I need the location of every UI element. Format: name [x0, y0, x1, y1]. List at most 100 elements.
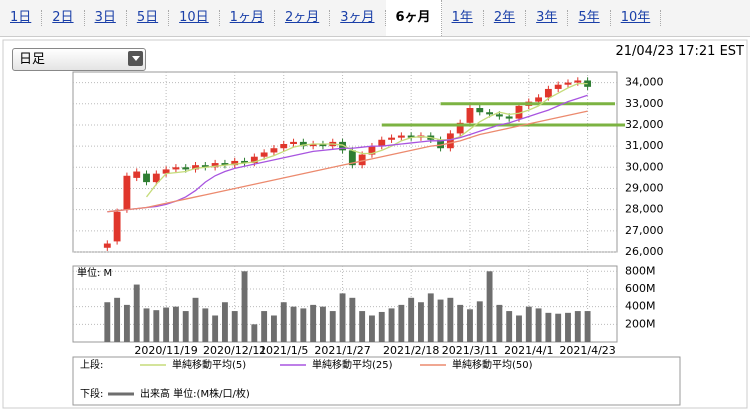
- panel-frame: [2, 39, 748, 409]
- y-tick-label: 26,000: [625, 245, 664, 258]
- candle-body: [397, 135, 405, 138]
- candle-body: [152, 173, 160, 183]
- volume-bar: [221, 302, 228, 342]
- candle-body: [535, 97, 543, 102]
- legend-label: 単純移動平均(5): [172, 358, 246, 371]
- candle-body: [456, 122, 464, 134]
- candle-body: [103, 243, 111, 248]
- period-tab[interactable]: 10日: [169, 10, 220, 26]
- period-tab[interactable]: 1日: [0, 10, 43, 26]
- volume-bar: [231, 311, 238, 342]
- dropdown-button[interactable]: [128, 51, 143, 66]
- candle-body: [260, 152, 268, 157]
- period-tab[interactable]: 5年: [568, 10, 611, 26]
- candle-body: [211, 163, 219, 168]
- volume-bar: [153, 310, 160, 342]
- y-tick-label: 200M: [625, 317, 656, 330]
- candle-body: [466, 108, 474, 123]
- candle-body: [574, 80, 582, 83]
- period-tab[interactable]: 2年: [484, 10, 527, 26]
- period-tab[interactable]: 3日: [85, 10, 127, 26]
- volume-bar: [329, 311, 336, 342]
- candle-body: [123, 175, 131, 210]
- candle-body: [172, 167, 180, 170]
- legend-label: 単純移動平均(50): [452, 358, 533, 371]
- volume-bar: [565, 312, 571, 342]
- period-tab[interactable]: 1年: [442, 10, 484, 26]
- y-tick-label: 28,000: [625, 203, 664, 216]
- candle-body: [143, 173, 150, 183]
- volume-bar: [202, 308, 209, 342]
- period-tab[interactable]: 3年: [526, 10, 569, 26]
- volume-bar: [172, 306, 179, 342]
- volume-bar: [467, 309, 473, 342]
- ma-line: [107, 110, 588, 213]
- candle-body: [133, 171, 141, 178]
- unit-label: 単位: M: [77, 266, 112, 279]
- candle-body: [241, 160, 248, 164]
- y-tick-label: 29,000: [625, 181, 664, 194]
- volume-bar: [418, 302, 424, 342]
- legend-prefix: 上段:: [80, 358, 103, 371]
- candle-body: [299, 141, 307, 147]
- volume-bar: [545, 312, 552, 342]
- volume-bar: [143, 308, 150, 342]
- volume-bar: [104, 302, 111, 342]
- candle-body: [476, 108, 484, 113]
- y-tick-label: 32,000: [625, 118, 664, 131]
- period-tab[interactable]: 1ヶ月: [220, 10, 275, 26]
- volume-bar: [427, 293, 434, 342]
- volume-bar: [447, 297, 454, 342]
- candle-body: [192, 165, 199, 170]
- candle-body: [564, 82, 572, 85]
- period-tab[interactable]: 2ヶ月: [275, 10, 331, 26]
- candle-body: [290, 141, 297, 144]
- candle-body: [201, 165, 209, 168]
- y-tick-label: 33,000: [625, 97, 664, 110]
- period-tab[interactable]: 5日: [127, 10, 170, 26]
- legend-prefix: 下段:: [80, 387, 103, 400]
- y-tick-label: 600M: [625, 282, 656, 295]
- x-tick-label: 2021/3/11: [442, 344, 498, 357]
- candle-body: [446, 133, 454, 149]
- volume-bar: [212, 315, 219, 342]
- period-tab[interactable]: 10年: [611, 10, 662, 26]
- volume-bar: [496, 304, 503, 342]
- legend-label: 出来高 単位:(M株/口/枚): [140, 387, 250, 400]
- y-tick-label: 400M: [625, 300, 656, 313]
- timestamp: 21/04/23 17:21 EST: [615, 44, 744, 59]
- candle-body: [231, 160, 239, 166]
- candle-body: [182, 167, 190, 170]
- dropdown-label: 日足: [19, 52, 46, 67]
- volume-bar: [114, 297, 121, 342]
- period-tab[interactable]: 6ヶ月: [385, 0, 442, 36]
- volume-bar: [123, 304, 130, 342]
- volume-bar: [388, 308, 395, 342]
- candle-body: [221, 163, 229, 166]
- volume-bar: [486, 271, 493, 342]
- volume-bar: [163, 307, 170, 342]
- candle-body: [505, 116, 513, 119]
- period-tab[interactable]: 2日: [42, 10, 85, 26]
- interval-dropdown[interactable]: 日足: [12, 48, 146, 71]
- x-tick-label: 2021/2/18: [383, 344, 439, 357]
- candle-body: [437, 139, 444, 149]
- period-tab[interactable]: 3ヶ月: [330, 10, 386, 26]
- volume-bar: [359, 311, 366, 342]
- y-tick-label: 34,000: [625, 76, 664, 89]
- legend-box: [72, 356, 681, 406]
- volume-bar: [378, 311, 385, 342]
- y-tick-label: 31,000: [625, 139, 664, 152]
- period-tabs: 1日 2日 3日 5日 10日 1ヶ月 2ヶ月 3ヶ月 6ヶ月 1年 2年 3年 5年 10年: [0, 0, 750, 37]
- volume-bar: [182, 311, 189, 342]
- candle-body: [113, 211, 121, 242]
- ma-line: [107, 94, 588, 213]
- volume-bar: [300, 308, 307, 342]
- y-tick-label: 30,000: [625, 160, 664, 173]
- volume-bar: [192, 297, 199, 342]
- candle-body: [339, 141, 346, 151]
- volume-bar: [261, 311, 268, 342]
- candle-body: [309, 144, 317, 147]
- volume-bar: [369, 315, 375, 342]
